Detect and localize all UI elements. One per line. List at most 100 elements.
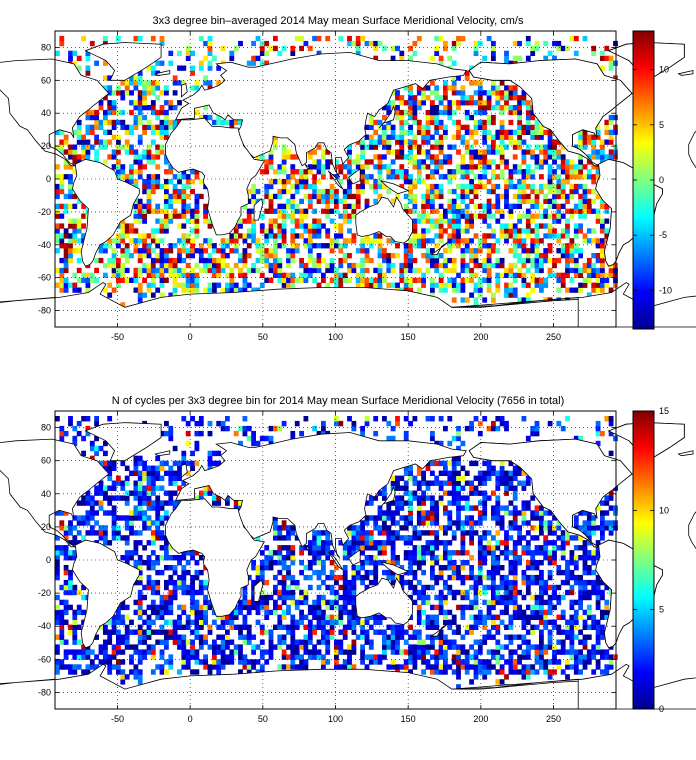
data-cell xyxy=(403,639,409,645)
data-cell xyxy=(416,510,422,516)
data-cell xyxy=(552,619,557,625)
data-cell xyxy=(482,664,488,670)
data-cell xyxy=(203,604,208,611)
data-cell xyxy=(443,525,448,531)
data-cell xyxy=(464,188,470,195)
data-cell xyxy=(469,198,474,204)
data-cell xyxy=(395,45,400,52)
data-cell xyxy=(137,589,143,596)
data-cell xyxy=(360,243,365,249)
data-cell xyxy=(517,257,522,264)
data-cell xyxy=(172,594,178,601)
data-cell xyxy=(290,257,296,264)
data-cell xyxy=(142,114,147,121)
data-cell xyxy=(456,100,461,106)
data-cell xyxy=(251,208,256,214)
data-cell xyxy=(203,654,208,660)
data-cell xyxy=(347,262,352,269)
data-cell xyxy=(150,505,156,511)
data-cell xyxy=(316,193,322,200)
data-cell xyxy=(469,223,474,229)
data-cell xyxy=(430,105,435,111)
data-cell xyxy=(539,505,544,511)
data-cell xyxy=(264,193,270,200)
data-cell xyxy=(469,65,474,71)
data-cell xyxy=(168,257,174,264)
data-cell xyxy=(578,654,583,660)
data-cell xyxy=(386,149,392,155)
data-cell xyxy=(425,515,431,521)
data-cell xyxy=(360,238,365,244)
data-cell xyxy=(107,100,113,106)
data-cell xyxy=(521,90,527,96)
data-cell xyxy=(159,649,165,655)
data-cell xyxy=(203,594,208,601)
data-cell xyxy=(382,545,387,551)
data-cell xyxy=(312,624,317,630)
data-cell xyxy=(142,510,147,516)
data-cell xyxy=(386,639,392,645)
data-cell xyxy=(456,644,461,650)
data-cell xyxy=(525,629,531,635)
data-cell xyxy=(604,525,610,531)
data-cell xyxy=(303,589,309,596)
data-cell xyxy=(412,555,418,561)
data-cell xyxy=(495,679,501,685)
data-cell xyxy=(181,213,187,219)
data-cell xyxy=(225,659,230,665)
data-cell xyxy=(456,669,461,675)
data-cell xyxy=(591,669,597,675)
data-cell xyxy=(281,584,287,591)
data-cell xyxy=(582,129,588,135)
data-cell xyxy=(430,614,435,620)
data-cell xyxy=(307,198,313,204)
data-cell xyxy=(504,510,509,516)
data-cell xyxy=(299,594,304,601)
data-cell xyxy=(347,169,352,175)
data-cell xyxy=(512,515,518,521)
data-cell xyxy=(277,223,283,229)
data-cell xyxy=(438,599,444,606)
data-cell xyxy=(181,174,187,180)
data-cell xyxy=(569,238,575,244)
data-cell xyxy=(299,169,304,175)
data-cell xyxy=(68,248,73,254)
data-cell xyxy=(286,253,291,259)
data-cell xyxy=(164,183,169,190)
data-cell xyxy=(608,272,614,278)
data-cell xyxy=(72,159,78,165)
data-cell xyxy=(508,634,514,640)
data-cell xyxy=(477,515,483,521)
data-cell xyxy=(177,624,182,630)
data-cell xyxy=(382,272,387,278)
x-tick-label: -50 xyxy=(111,332,124,342)
data-cell xyxy=(600,535,605,541)
data-cell xyxy=(124,149,130,155)
data-cell xyxy=(216,267,222,274)
data-cell xyxy=(578,535,583,541)
data-cell xyxy=(133,85,139,91)
data-cell xyxy=(72,669,78,675)
data-cell xyxy=(229,238,235,244)
data-cell xyxy=(281,654,287,660)
data-cell xyxy=(177,198,182,204)
data-cell xyxy=(569,193,575,200)
data-cell xyxy=(286,174,291,180)
data-cell xyxy=(172,193,178,200)
data-cell xyxy=(172,213,178,219)
data-cell xyxy=(543,248,549,254)
data-cell xyxy=(246,233,252,239)
data-cell xyxy=(111,134,117,140)
data-cell xyxy=(565,560,570,566)
data-cell xyxy=(491,139,496,145)
data-cell xyxy=(495,624,501,630)
data-cell xyxy=(164,218,169,224)
data-cell xyxy=(525,282,531,288)
data-cell xyxy=(329,198,335,204)
data-cell xyxy=(329,193,335,200)
data-cell xyxy=(569,169,575,175)
data-cell xyxy=(399,574,405,581)
data-cell xyxy=(185,233,191,239)
data-cell xyxy=(368,624,374,630)
data-cell xyxy=(425,614,431,620)
